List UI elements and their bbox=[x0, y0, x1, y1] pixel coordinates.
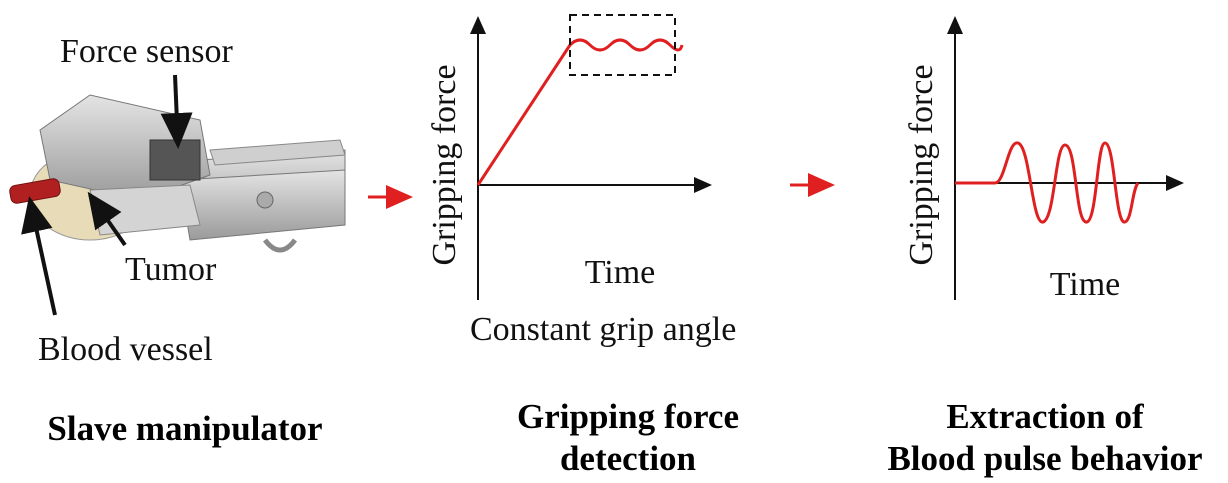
x-axis-label: Time bbox=[585, 254, 656, 291]
label-force-sensor: Force sensor bbox=[60, 33, 233, 70]
caption: detection bbox=[560, 439, 696, 478]
y-axis-label: Gripping force bbox=[903, 64, 940, 265]
manipulator-illustration bbox=[9, 74, 346, 316]
y-axis-label: Gripping force bbox=[426, 64, 463, 265]
pulse-plot bbox=[947, 16, 1184, 300]
caption: Blood pulse behavior bbox=[887, 439, 1202, 478]
note: Constant grip angle bbox=[470, 311, 736, 348]
force-plot bbox=[470, 14, 712, 300]
caption: Gripping force bbox=[517, 397, 739, 436]
caption: Extraction of bbox=[946, 397, 1144, 436]
label-blood-vessel: Blood vessel bbox=[38, 331, 213, 368]
x-axis-label: Time bbox=[1050, 266, 1121, 303]
caption: Slave manipulator bbox=[47, 409, 322, 448]
label-tumor: Tumor bbox=[125, 251, 217, 288]
